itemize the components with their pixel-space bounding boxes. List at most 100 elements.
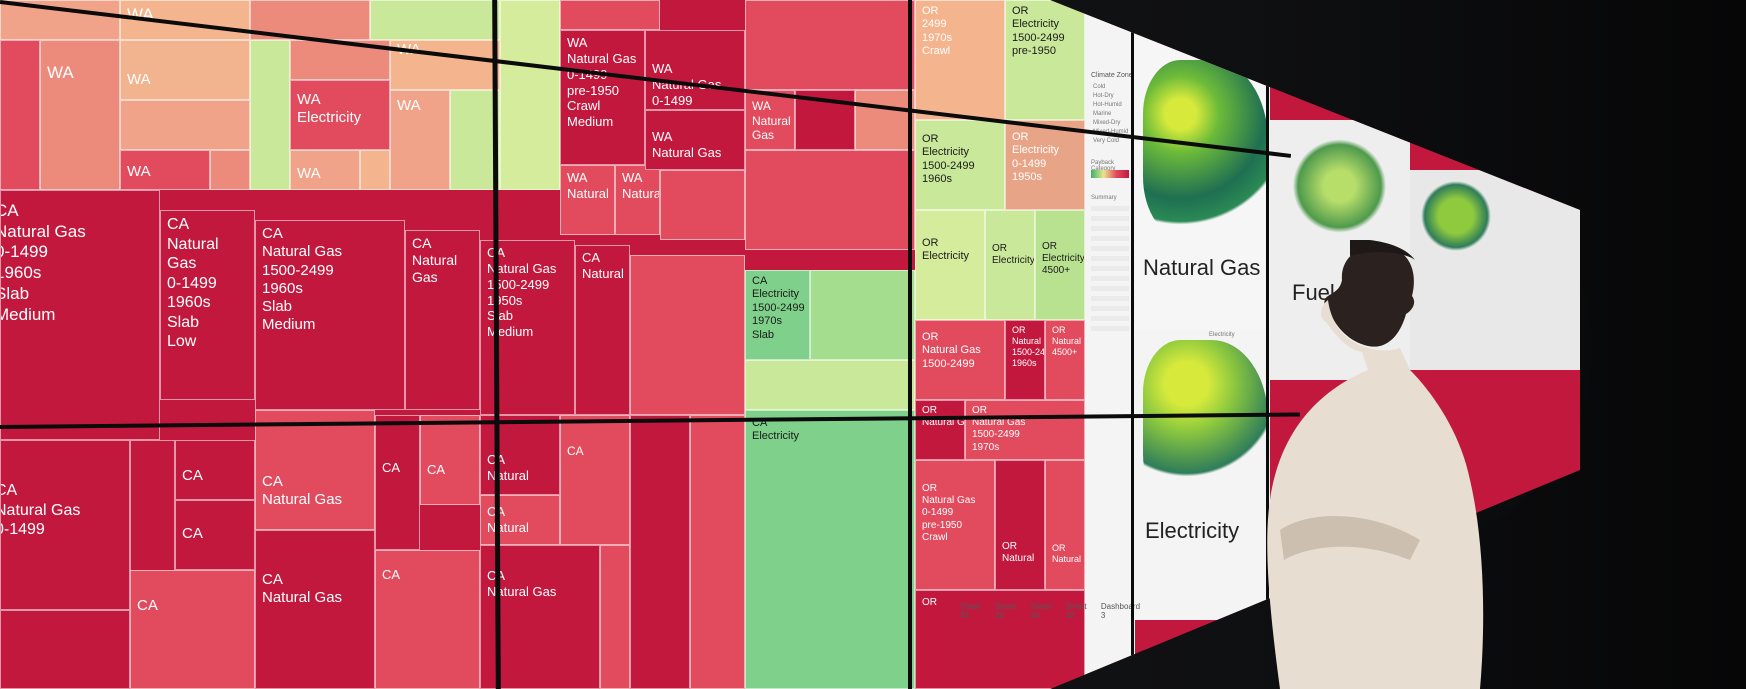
treemap-cell: CA Electricity 1500-2499 1970s Slab [745, 270, 810, 360]
treemap-cell: WA [120, 40, 250, 100]
gradient-title: Payback Category [1091, 160, 1116, 172]
treemap-cell: CA Natural Gas 0-1499 1960s Slab Medium [0, 190, 160, 440]
treemap-label: OR Electricity 0-1499 1950s [1012, 131, 1060, 184]
map-panel-natural-gas: Natural Gas [1135, 0, 1270, 330]
treemap-label: OR Natural Gas 4500+ [1052, 325, 1084, 357]
map-title-electricity: Electricity [1145, 518, 1240, 543]
treemap-label: OR Natural Gas 1500-2499 1970s [972, 405, 1026, 453]
treemap-label: CA [137, 597, 158, 614]
treemap-cell: CA Natural Gas [255, 530, 375, 689]
treemap-cell: OR Electricity 0-1499 1950s [1005, 120, 1085, 210]
treemap-cell: CA Natural Gas 1500-2499 1960s Slab Medi… [255, 220, 405, 410]
sheet-tabs: Sheet 33 Sheet 30 Sheet 34 Sheet 32 Dash… [960, 602, 1141, 620]
treemap-label: CA Natural Gas [262, 571, 343, 607]
treemap-cell: OR Electricity 4500+ [1035, 210, 1085, 320]
legend-item: Marine [1093, 111, 1112, 117]
treemap-cell [0, 40, 40, 190]
treemap-cell: CA [375, 550, 480, 689]
treemap-label: WA [127, 163, 151, 180]
treemap-cell: CA Natural [480, 495, 560, 545]
map-panel-extra [1410, 170, 1580, 370]
treemap-label: OR Natural Gas 1500-2499 [922, 331, 981, 370]
treemap-label: CA Natural [487, 504, 529, 535]
treemap-label: OR Electricity [922, 237, 970, 263]
treemap-cell: CA [420, 415, 480, 505]
treemap-label: CA Natural Gas [262, 473, 343, 509]
map-panel-electricity: Electricity Electricity [1135, 330, 1270, 620]
sheet-tab[interactable]: Sheet 33 [960, 602, 981, 620]
legend-item: Cold [1093, 84, 1106, 90]
treemap-cell: OR Natural Gas [915, 400, 965, 460]
treemap-cell: OR [915, 590, 1085, 689]
treemap-label: OR Natural Gas 1500-2499 1960s [1012, 325, 1045, 368]
sheet-tab[interactable]: Sheet 30 [995, 602, 1017, 620]
legend-panel: Climate Zone Cold Hot-Dry Hot-Humid Mari… [1085, 0, 1135, 689]
treemap-label: WA Natural [622, 170, 660, 201]
treemap-label: OR Natural [1052, 543, 1082, 564]
treemap-cell [560, 0, 660, 30]
treemap-label: CA Natural Gas 0-1499 [0, 482, 81, 539]
treemap-label: OR Natural Gas 0-1499 pre-1950 Crawl [922, 483, 976, 543]
treemap-cell: OR Electricity 1500-2499 pre-1950 [1005, 0, 1085, 120]
treemap-label: OR Electricity 1500-2499 1960s [922, 133, 975, 186]
legend-item: Hot-Dry [1093, 93, 1114, 99]
treemap-cell: OR Natural Gas 1500-2499 1970s [965, 400, 1085, 460]
treemap-label: CA Electricity 1500-2499 1970s Slab [752, 275, 805, 341]
summary-table [1091, 206, 1129, 336]
treemap-label: WA [397, 97, 421, 114]
treemap-cell: OR Natural Gas 4500+ [1045, 320, 1085, 400]
treemap-label: OR Electricity 1500-2499 pre-1950 [1012, 5, 1065, 58]
treemap-label: CA [382, 460, 401, 475]
map-title-natural-gas: Natural Gas [1143, 255, 1261, 280]
treemap-cell: CA [560, 415, 630, 545]
treemap-cell: OR Natural Gas 0-1499 pre-1950 Crawl [915, 460, 995, 590]
legend-item: Very Cold [1093, 138, 1120, 144]
treemap-cell: CA Natural Gas 0-1499 [0, 440, 130, 610]
treemap-cell: OR 2499 1970s Crawl [915, 0, 1005, 120]
treemap-cell: WA Natural Gas 0-1499 [645, 30, 745, 110]
treemap-cell: WA Natural [560, 165, 615, 235]
treemap-label: CA [182, 525, 203, 542]
display-bezel-vertical [1131, 0, 1134, 689]
treemap-cell: OR Electricity [985, 210, 1035, 320]
treemap-cell [745, 360, 915, 410]
treemap-cell: OR Natural [995, 460, 1045, 590]
treemap-cell: WA [120, 150, 210, 190]
treemap-cell [370, 0, 500, 40]
treemap-cell: OR Natural [1045, 460, 1085, 590]
treemap-cell: CA [130, 570, 255, 689]
treemap-cell: WA Natural Gas [645, 110, 745, 170]
treemap-label: WA Electricity [297, 91, 362, 127]
treemap-cell: OR Natural Gas 1500-2499 [915, 320, 1005, 400]
treemap-label: CA Natural Gas 0-1499 1960s Slab Low [167, 216, 219, 351]
treemap-label: OR Natural Gas [922, 405, 965, 429]
legend-item: Hot-Humid [1093, 102, 1122, 108]
treemap-cell: CA Natural Gas [255, 410, 375, 530]
person-silhouette [1267, 240, 1484, 689]
treemap-label: CA Natural Gas 0-1499 1960s Slab Medium [0, 201, 86, 324]
treemap-label: WA Natural Gas [752, 99, 791, 143]
treemap-cell [0, 610, 130, 689]
treemap-cell: CA Natural Gas [405, 230, 480, 410]
treemap-cell: CA Electricity [745, 410, 915, 689]
treemap-label: OR Electricity 4500+ [1042, 241, 1085, 277]
us-map-extra [1420, 180, 1500, 270]
treemap-cell: WA [40, 40, 120, 190]
color-gradient-bar [1091, 170, 1129, 178]
treemap-label: CA Natural [582, 250, 624, 281]
treemap-label: OR Natural [1002, 541, 1035, 565]
treemap-cell [630, 415, 690, 689]
sheet-tab[interactable]: Sheet 32 [1065, 602, 1087, 620]
treemap-label: WA Natural [567, 170, 609, 201]
treemap-label: WA [297, 165, 321, 182]
treemap-cell: CA Natural [480, 415, 560, 495]
treemap-cell [745, 0, 915, 90]
summary-title: Summary [1091, 195, 1117, 201]
treemap-label: WA [127, 71, 151, 88]
sheet-tab[interactable]: Dashboard 3 [1100, 602, 1141, 620]
sheet-tab[interactable]: Sheet 34 [1030, 602, 1052, 620]
treemap-label: CA Natural [487, 452, 529, 483]
legend-item: Mixed-Dry [1093, 120, 1121, 126]
treemap-cell: WA [390, 90, 450, 190]
treemap-label: CA [182, 467, 203, 484]
